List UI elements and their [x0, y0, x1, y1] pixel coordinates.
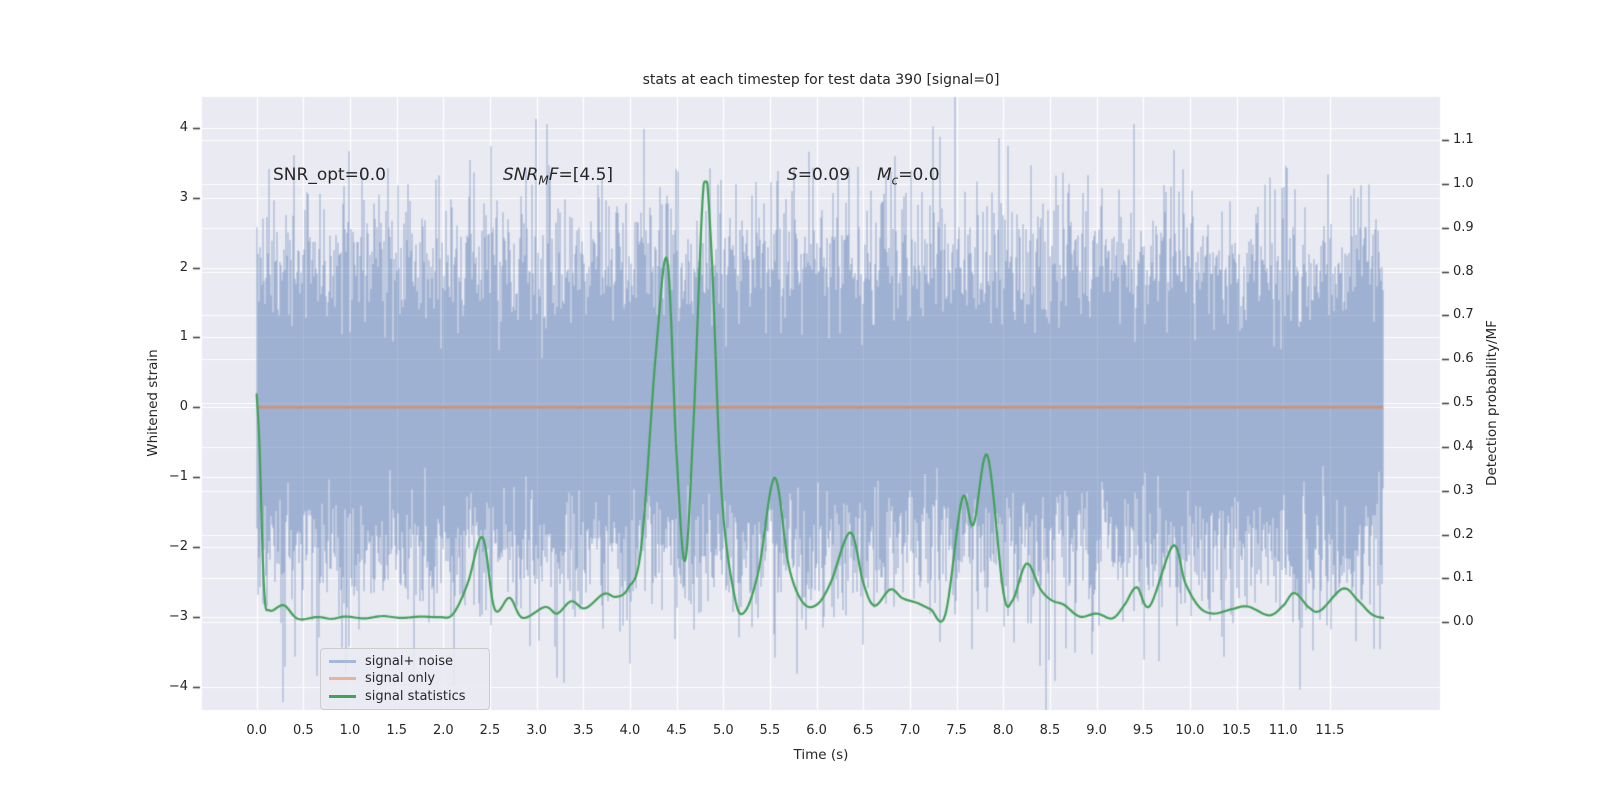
- annotation-s-value: =0.09: [797, 165, 850, 185]
- left-y-tick-label: 0: [179, 399, 188, 415]
- left-y-tick-label: −3: [168, 609, 188, 625]
- x-tick-label: 3.5: [572, 723, 594, 738]
- x-tick-label: 8.5: [1039, 723, 1061, 738]
- right-y-tick-label: 0.6: [1453, 351, 1474, 367]
- x-tick-label: 1.0: [339, 723, 361, 738]
- right-y-tick-label: 0.9: [1453, 219, 1474, 235]
- right-y-tick-label: 0.0: [1453, 614, 1474, 630]
- legend-line-swatch-blue: [329, 660, 356, 664]
- left-y-tick-label: 1: [179, 329, 188, 345]
- x-tick-label: 0.5: [293, 723, 314, 738]
- right-y-tick-label: 1.0: [1453, 175, 1474, 191]
- annotation-snr-mf: SNRMF=[4.5]: [503, 163, 613, 192]
- left-y-tick-label: −4: [168, 678, 188, 694]
- left-y-tick-label: 4: [179, 119, 188, 135]
- x-tick-label: 7.5: [946, 723, 967, 738]
- legend-label: signal only: [365, 671, 436, 687]
- right-y-tick-label: 0.7: [1453, 307, 1474, 323]
- x-tick-label: 5.5: [759, 723, 781, 738]
- x-tick-label: 6.0: [806, 723, 827, 738]
- annotation-snr-mf-italic: SNR: [503, 165, 539, 185]
- annotation-mc-subscript: c: [891, 173, 899, 188]
- legend-line-swatch-orange: [329, 677, 356, 681]
- annotation-mc-italic: M: [877, 165, 892, 185]
- x-tick-label: 7.0: [899, 723, 921, 738]
- legend-item-signal-noise: signal+ noise: [329, 653, 480, 670]
- legend-item-signal-only: signal only: [329, 670, 480, 687]
- left-y-tick-label: 3: [179, 189, 188, 205]
- x-tick-label: 5.0: [712, 723, 734, 738]
- x-tick-label: 8.0: [992, 723, 1014, 738]
- right-y-tick-label: 1.1: [1453, 131, 1474, 147]
- right-y-tick-label: 0.4: [1453, 438, 1474, 454]
- legend-label: signal statistics: [365, 688, 466, 704]
- right-y-tick-label: 0.2: [1453, 526, 1474, 542]
- annotation-snr-mf-subscript: M: [538, 173, 549, 188]
- x-tick-label: 10.5: [1222, 723, 1252, 738]
- right-y-tick-label: 0.1: [1453, 570, 1474, 586]
- legend-label: signal+ noise: [365, 654, 454, 670]
- x-tick-label: 4.0: [619, 723, 641, 738]
- annotation-chirp-mass: Mc=0.0: [877, 163, 940, 192]
- x-tick-label: 4.5: [666, 723, 687, 738]
- right-y-tick-label: 0.8: [1453, 263, 1474, 279]
- x-tick-label: 1.5: [386, 723, 407, 738]
- x-tick-label: 2.0: [432, 723, 454, 738]
- left-y-tick-label: −2: [168, 539, 188, 555]
- annotation-snr-opt-text: SNR_opt=0.0: [273, 165, 386, 185]
- annotation-s-statistic: S=0.09: [787, 163, 850, 187]
- x-tick-label: 3.0: [526, 723, 547, 738]
- x-tick-label: 0.0: [246, 723, 268, 738]
- x-axis-label: Time (s): [793, 747, 849, 763]
- x-tick-label: 9.0: [1086, 723, 1107, 738]
- right-y-tick-label: 0.3: [1453, 482, 1474, 498]
- legend: signal+ noise signal only signal statist…: [320, 648, 490, 710]
- legend-item-signal-statistics: signal statistics: [329, 688, 480, 705]
- annotation-s-italic: S: [787, 165, 798, 185]
- annotation-snr-mf-value: =[4.5]: [558, 165, 614, 185]
- left-y-tick-label: −1: [168, 469, 188, 485]
- x-tick-label: 11.5: [1315, 723, 1345, 738]
- right-y-tick-label: 0.5: [1453, 395, 1474, 411]
- x-tick-label: 6.5: [852, 723, 874, 738]
- x-tick-label: 2.5: [479, 723, 501, 738]
- legend-line-swatch-green: [329, 694, 356, 698]
- left-y-tick-label: 2: [179, 259, 188, 275]
- x-tick-label: 11.0: [1268, 723, 1298, 738]
- x-tick-label: 9.5: [1132, 723, 1154, 738]
- annotation-mc-value: =0.0: [898, 165, 940, 185]
- chart-title: stats at each timestep for test data 390…: [642, 72, 1000, 88]
- annotation-snr-opt: SNR_opt=0.0: [273, 163, 386, 187]
- annotation-snr-mf-italic2: F: [548, 165, 559, 185]
- x-tick-label: 10.0: [1175, 723, 1205, 738]
